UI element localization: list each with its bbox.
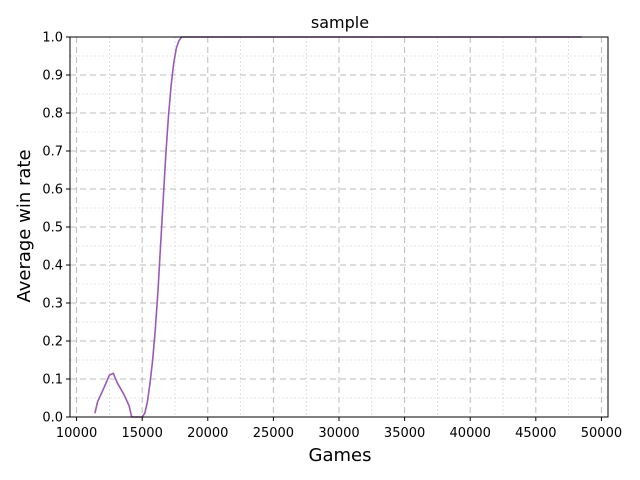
x-axis: 10000 15000 20000 25000 30000 35000 40000 45000… — [56, 417, 622, 441]
x-tick-label: 40000 — [450, 426, 491, 441]
y-tick-label: 1.0 — [42, 31, 63, 46]
y-axis-label: Average win rate — [14, 149, 35, 302]
x-tick-label: 30000 — [318, 426, 359, 441]
grid-lines — [70, 36, 608, 418]
x-tick-label: 50000 — [581, 426, 622, 441]
x-tick-label: 10000 — [56, 426, 97, 441]
y-tick-label: 0.2 — [42, 335, 63, 350]
y-axis: 0.0 0.1 0.2 0.3 0.4 0.5 0.6 0.7 0.8 0.9 1.0 — [42, 31, 70, 426]
y-tick-label: 0.1 — [42, 373, 63, 388]
x-tick-label: 25000 — [253, 426, 294, 441]
y-tick-label: 0.6 — [42, 183, 63, 198]
x-tick-label: 15000 — [121, 426, 162, 441]
x-tick-label: 35000 — [384, 426, 425, 441]
x-axis-label: Games — [309, 445, 372, 466]
y-tick-label: 0.4 — [42, 259, 63, 274]
x-tick-label: 20000 — [187, 426, 228, 441]
y-tick-label: 0.9 — [42, 69, 63, 84]
chart-title: sample — [311, 13, 369, 32]
y-tick-label: 0.8 — [42, 107, 63, 122]
y-tick-label: 0.3 — [42, 297, 63, 312]
x-tick-label: 45000 — [515, 426, 556, 441]
y-tick-label: 0.0 — [42, 411, 63, 426]
y-tick-label: 0.5 — [42, 221, 63, 236]
y-tick-label: 0.7 — [42, 145, 63, 160]
